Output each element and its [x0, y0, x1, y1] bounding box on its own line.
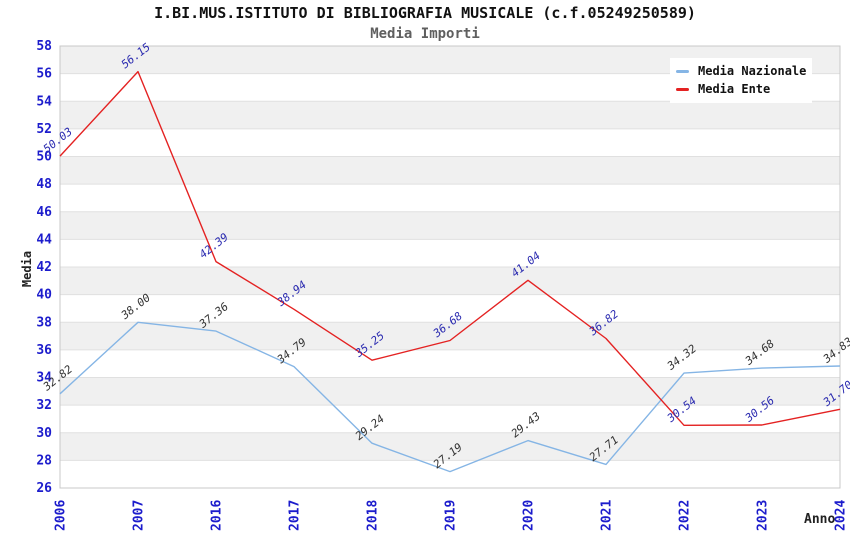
series-line-1: [59, 70, 841, 426]
grid-band: [60, 211, 840, 240]
grid-band: [60, 432, 840, 461]
x-tick-label: 2023: [756, 500, 771, 531]
chart-subtitle: Media Importi: [370, 26, 480, 42]
y-tick-label: 44: [36, 232, 52, 247]
value-label-0: 38.00: [118, 291, 153, 322]
grid-band: [60, 322, 840, 350]
y-axis-title: Media: [20, 250, 34, 288]
legend-item-media-ente: Media Ente: [670, 80, 812, 98]
y-tick-label: 30: [36, 426, 52, 441]
y-tick-label: 42: [36, 260, 52, 275]
y-tick-label: 52: [36, 122, 52, 137]
x-tick-label: 2006: [54, 500, 69, 531]
y-tick-label: 40: [36, 288, 52, 303]
y-tick-label: 28: [36, 453, 52, 468]
grid-band: [60, 156, 840, 185]
x-tick-label: 2007: [132, 500, 147, 531]
x-tick-label: 2016: [210, 500, 225, 531]
x-tick-label: 2024: [834, 500, 849, 531]
y-tick-label: 34: [36, 371, 52, 386]
legend: Media Nazionale Media Ente: [670, 58, 812, 103]
nazionale-line-swatch-icon: [676, 69, 689, 73]
y-tick-label: 56: [36, 67, 52, 82]
grid-band: [60, 377, 840, 406]
x-tick-label: 2022: [678, 500, 693, 531]
y-tick-label: 38: [36, 315, 52, 330]
series-line-0: [59, 321, 841, 473]
y-tick-label: 54: [36, 94, 52, 109]
x-tick-label: 2019: [444, 500, 459, 531]
legend-label-media-nazionale: Media Nazionale: [698, 64, 807, 78]
x-tick-label: 2020: [522, 500, 537, 531]
y-tick-label: 48: [36, 177, 52, 192]
x-tick-label: 2018: [366, 500, 381, 531]
x-tick-label: 2021: [600, 500, 615, 531]
y-tick-label: 32: [36, 398, 52, 413]
chart-title: I.BI.MUS.ISTITUTO DI BIBLIOGRAFIA MUSICA…: [154, 4, 696, 22]
grid-band: [60, 101, 840, 129]
ente-line-swatch-icon: [676, 87, 689, 91]
plot-border: [59, 45, 841, 489]
legend-label-media-ente: Media Ente: [698, 82, 771, 96]
legend-item-media-nazionale: Media Nazionale: [670, 62, 812, 80]
y-tick-label: 50: [36, 150, 52, 165]
x-tick-label: 2017: [288, 500, 303, 531]
y-tick-label: 26: [36, 481, 52, 496]
y-tick-label: 36: [36, 343, 52, 358]
y-tick-label: 58: [36, 39, 52, 54]
x-axis-title: Anno: [804, 512, 836, 527]
grid-band: [60, 267, 840, 295]
y-tick-label: 46: [36, 205, 52, 220]
